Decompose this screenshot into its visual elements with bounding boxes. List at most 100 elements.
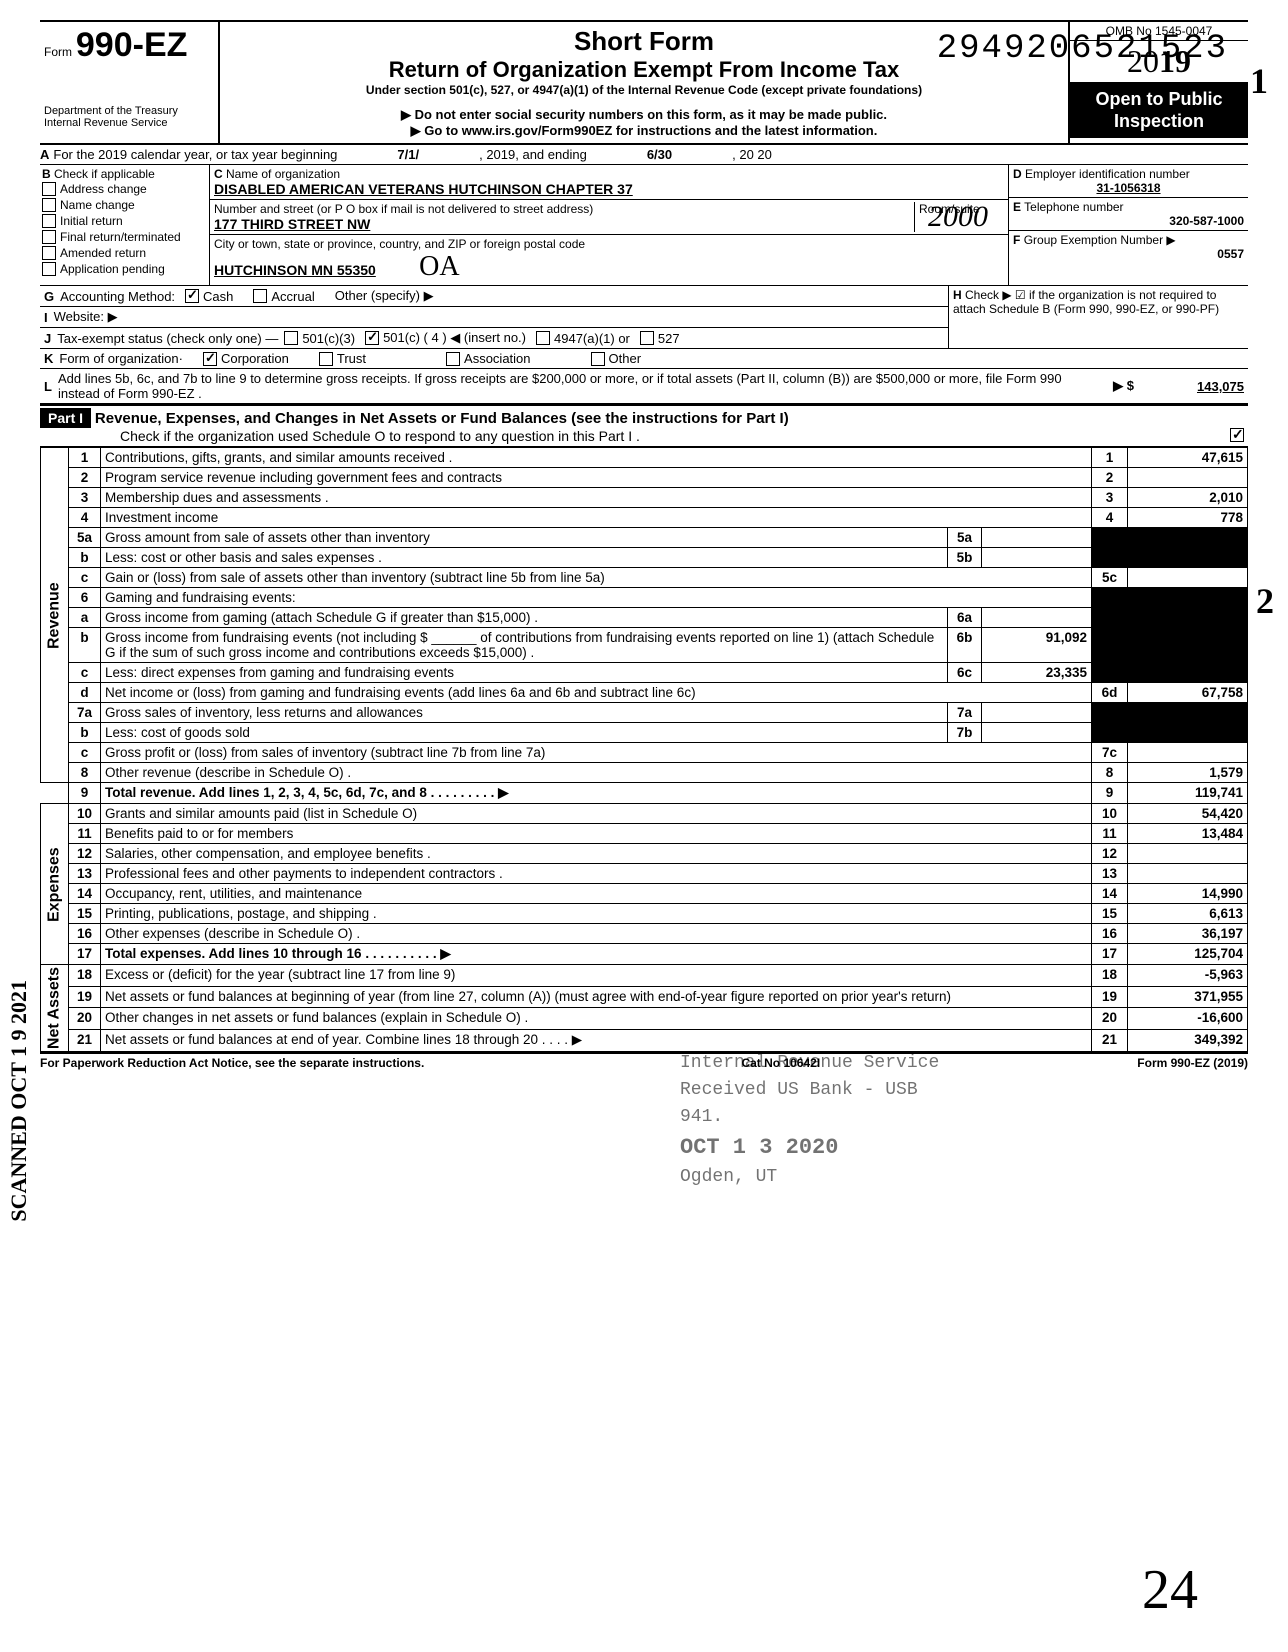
line-7c-amount[interactable] [1128, 743, 1248, 763]
line-2-amount[interactable] [1128, 468, 1248, 488]
row-a-tail: , 20 20 [732, 147, 772, 162]
stamp-number: 2949206521523 [937, 30, 1228, 68]
line-17-text: Total expenses. Add lines 10 through 16 … [101, 944, 1092, 965]
line-21-amount[interactable]: 349,392 [1128, 1029, 1248, 1052]
form-of-org-label: Form of organization· [59, 351, 183, 366]
f-label: F [1013, 233, 1020, 247]
org-name[interactable]: DISABLED AMERICAN VETERANS HUTCHINSON CH… [214, 181, 633, 197]
check-accrual[interactable] [253, 289, 267, 303]
line-18-amount[interactable]: -5,963 [1128, 965, 1248, 987]
line-6-text: Gaming and fundraising events: [101, 588, 1092, 608]
e-text: Telephone number [1024, 200, 1123, 214]
website-label[interactable]: Website: ▶ [54, 309, 118, 325]
line-9-text: Total revenue. Add lines 1, 2, 3, 4, 5c,… [101, 783, 1092, 804]
check-other-org[interactable] [591, 352, 605, 366]
line-18-text: Excess or (deficit) for the year (subtra… [101, 965, 1092, 987]
d-text: Employer identification number [1025, 167, 1190, 181]
line-6d-amount[interactable]: 67,758 [1128, 683, 1248, 703]
revenue-label: Revenue [41, 448, 69, 783]
line-1-text: Contributions, gifts, grants, and simila… [101, 448, 1092, 468]
city-state-zip[interactable]: HUTCHINSON MN 55350 [214, 262, 376, 278]
irs-received-stamp: Internal Revenue Service Received US Ban… [680, 1050, 939, 1191]
check-application-pending[interactable]: Application pending [42, 261, 207, 277]
c-label: C [214, 167, 223, 181]
check-trust[interactable] [319, 352, 333, 366]
line-20-text: Other changes in net assets or fund bala… [101, 1008, 1092, 1030]
line-6d-text: Net income or (loss) from gaming and fun… [101, 683, 1092, 703]
line-6c-amount[interactable]: 23,335 [982, 663, 1092, 683]
line-3-amount[interactable]: 2,010 [1128, 488, 1248, 508]
line-6b-amount[interactable]: 91,092 [982, 628, 1092, 663]
check-501c[interactable] [365, 331, 379, 345]
street-address[interactable]: 177 THIRD STREET NW [214, 216, 370, 232]
part-i-title: Revenue, Expenses, and Changes in Net As… [95, 410, 789, 427]
line-12-text: Salaries, other compensation, and employ… [101, 844, 1092, 864]
schedule-b-check[interactable]: Check ▶ ☑ if the organization is not req… [953, 288, 1219, 316]
part-i-badge: Part I [40, 408, 91, 428]
line-16-amount[interactable]: 36,197 [1128, 924, 1248, 944]
line-14-amount[interactable]: 14,990 [1128, 884, 1248, 904]
tax-exempt-label: Tax-exempt status (check only one) — [57, 331, 278, 346]
gross-receipts-amount[interactable]: 143,075 [1144, 379, 1244, 394]
row-a-text: For the 2019 calendar year, or tax year … [53, 147, 337, 162]
line-3-text: Membership dues and assessments . [101, 488, 1092, 508]
line-7a-amount[interactable] [982, 703, 1092, 723]
row-a: A For the 2019 calendar year, or tax yea… [40, 145, 1248, 165]
line-11-amount[interactable]: 13,484 [1128, 824, 1248, 844]
check-4947[interactable] [536, 331, 550, 345]
check-final-return[interactable]: Final return/terminated [42, 229, 207, 245]
phone[interactable]: 320-587-1000 [1013, 214, 1244, 228]
check-amended-return[interactable]: Amended return [42, 245, 207, 261]
ein[interactable]: 31-1056318 [1013, 181, 1244, 195]
form-prefix: Form [44, 45, 72, 59]
line-19-amount[interactable]: 371,955 [1128, 986, 1248, 1008]
line-5b-text: Less: cost or other basis and sales expe… [101, 548, 948, 568]
line-20-amount[interactable]: -16,600 [1128, 1008, 1248, 1030]
return-title: Return of Organization Exempt From Incom… [228, 57, 1060, 83]
check-name-change[interactable]: Name change [42, 197, 207, 213]
line-7b-text: Less: cost of goods sold [101, 723, 948, 743]
check-501c3[interactable] [284, 331, 298, 345]
line-5a-amount[interactable] [982, 528, 1092, 548]
b-label: B [42, 167, 51, 181]
line-1-amount[interactable]: 47,615 [1128, 448, 1248, 468]
do-not-enter: ▶ Do not enter social security numbers o… [228, 107, 1060, 123]
check-association[interactable] [446, 352, 460, 366]
line-4-amount[interactable]: 778 [1128, 508, 1248, 528]
line-13-text: Professional fees and other payments to … [101, 864, 1092, 884]
check-initial-return[interactable]: Initial return [42, 213, 207, 229]
c-text: Name of organization [226, 167, 340, 181]
line-15-text: Printing, publications, postage, and shi… [101, 904, 1092, 924]
line-7b-amount[interactable] [982, 723, 1092, 743]
f-text: Group Exemption Number ▶ [1024, 233, 1176, 247]
line-12-amount[interactable] [1128, 844, 1248, 864]
handwritten-mark: OA [419, 251, 459, 282]
row-l-arrow: ▶ $ [1113, 378, 1134, 394]
handwritten-initial: 2000 [928, 200, 988, 234]
dept-irs: Internal Revenue Service [44, 117, 214, 129]
line-10-amount[interactable]: 54,420 [1128, 804, 1248, 824]
cat-no: Cat No 10642I [741, 1056, 820, 1070]
handwritten-24: 24 [1142, 1558, 1198, 1622]
tax-year-begin[interactable]: 7/1/ [397, 147, 419, 162]
group-exemption[interactable]: 0557 [1013, 247, 1244, 261]
accounting-method-label: Accounting Method: [60, 289, 175, 304]
line-13-amount[interactable] [1128, 864, 1248, 884]
line-15-amount[interactable]: 6,613 [1128, 904, 1248, 924]
check-cash[interactable] [185, 289, 199, 303]
line-5b-amount[interactable] [982, 548, 1092, 568]
dept-treasury: Department of the Treasury [44, 65, 214, 117]
city-label: City or town, state or province, country… [214, 237, 585, 251]
row-j: J Tax-exempt status (check only one) — 5… [40, 328, 948, 349]
expenses-label: Expenses [41, 804, 69, 965]
check-address-change[interactable]: Address change [42, 181, 207, 197]
line-5c-amount[interactable] [1128, 568, 1248, 588]
check-schedule-o[interactable] [1230, 428, 1244, 442]
check-527[interactable] [640, 331, 654, 345]
line-6a-amount[interactable] [982, 608, 1092, 628]
line-8-amount[interactable]: 1,579 [1128, 763, 1248, 783]
line-9-amount[interactable]: 119,741 [1128, 783, 1248, 804]
tax-year-end[interactable]: 6/30 [647, 147, 672, 162]
check-corporation[interactable] [203, 352, 217, 366]
line-17-amount[interactable]: 125,704 [1128, 944, 1248, 965]
